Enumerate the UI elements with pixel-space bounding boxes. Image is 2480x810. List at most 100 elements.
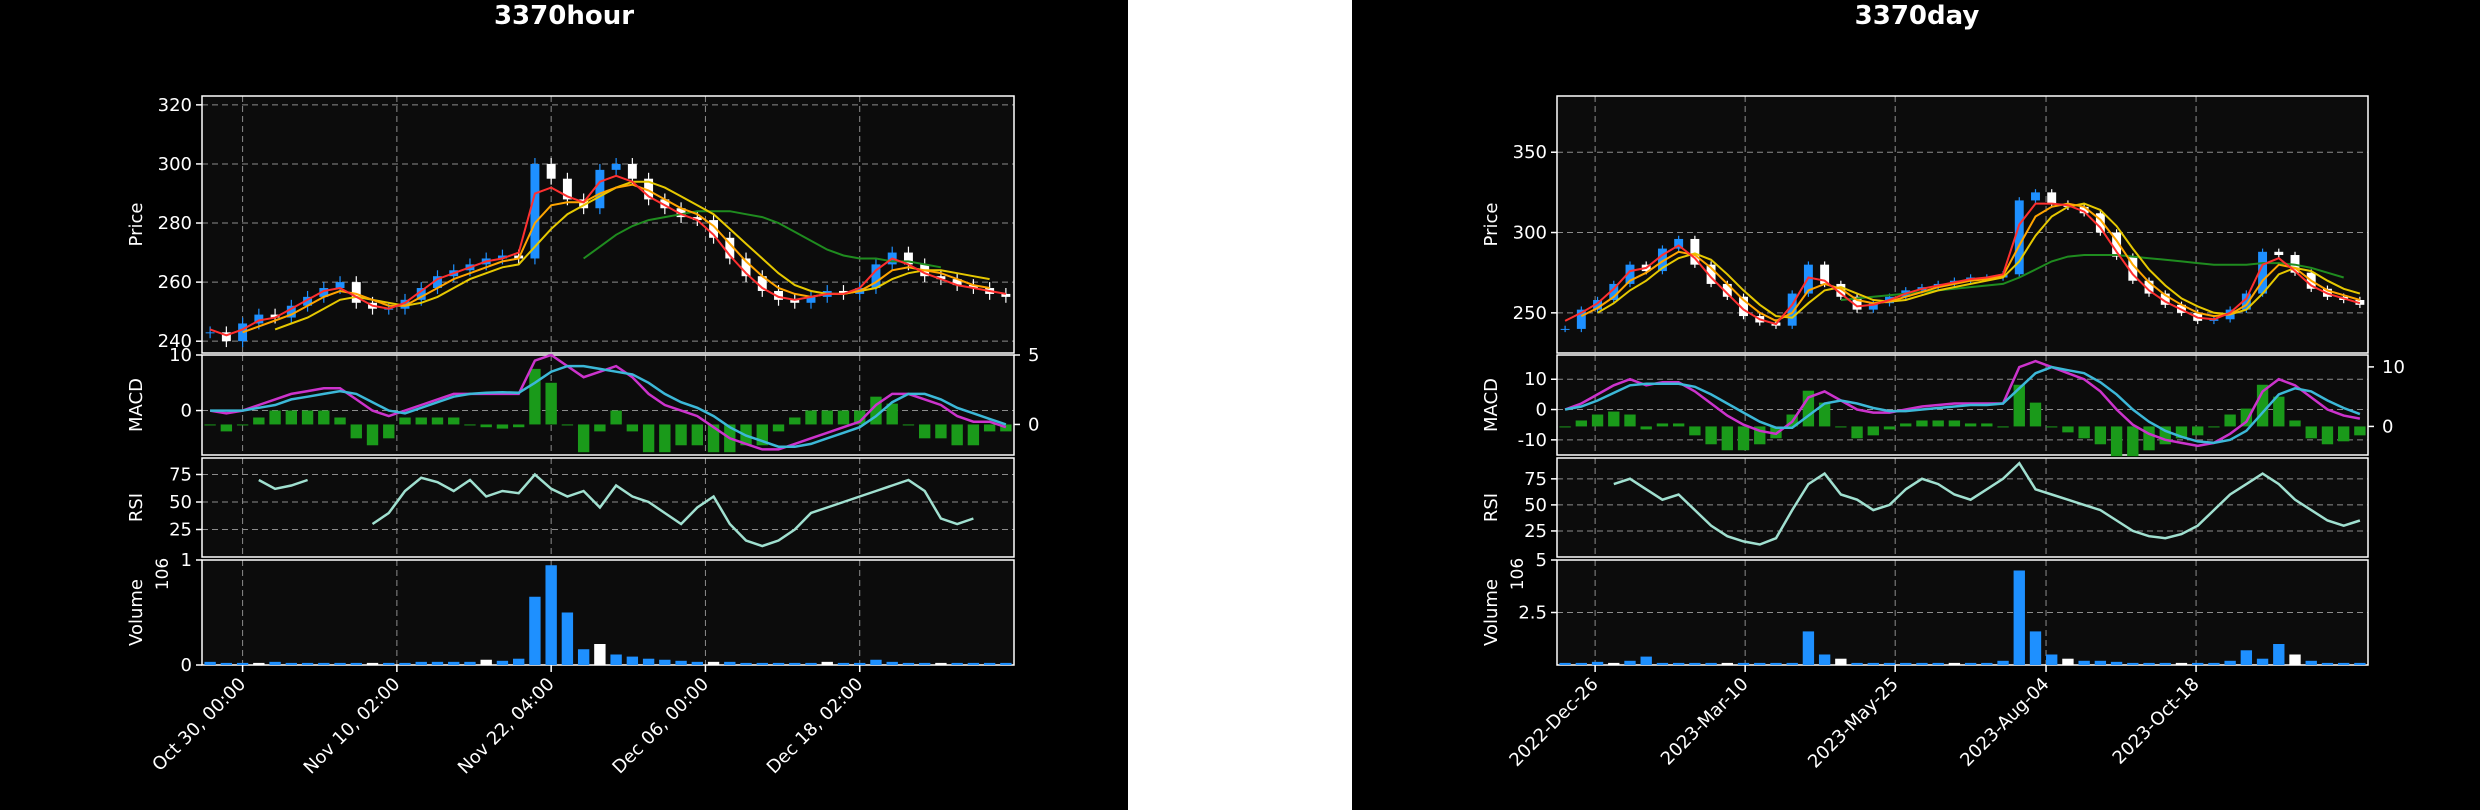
rsi-ytick-label: 75 — [1524, 469, 1547, 490]
volume-ytick-label: 1 — [181, 550, 192, 571]
volume-axis-label: Volume — [126, 579, 147, 646]
volume-bar — [2321, 662, 2334, 665]
volume-bar — [1932, 662, 1944, 665]
x-tick-label: Dec 06, 00:00 — [608, 674, 712, 778]
volume-bar — [935, 662, 947, 665]
candle-body — [351, 282, 361, 303]
x-tick-label: 2023-May-25 — [1804, 674, 1903, 773]
macd-histogram-bar — [756, 424, 768, 446]
macd-histogram-bar — [1835, 426, 1847, 428]
candle-body — [221, 332, 231, 342]
macd-histogram-bar — [918, 424, 931, 439]
candle-body — [546, 163, 556, 179]
macd-ytick-label: 0 — [181, 401, 192, 422]
candle-body — [741, 258, 751, 277]
macd-histogram-bar — [675, 424, 687, 446]
candle-body — [968, 285, 978, 289]
volume-bar — [1900, 662, 1912, 665]
x-tick-label: 2022-Dec-26 — [1505, 674, 1602, 771]
macd-histogram-bar — [577, 424, 590, 453]
candle-body — [530, 163, 540, 259]
volume-bar — [1000, 662, 1012, 665]
volume-bar — [1624, 660, 1636, 665]
macd-histogram-bar — [2321, 426, 2334, 445]
macd-histogram-bar — [1900, 423, 1912, 427]
volume-bar — [1656, 662, 1669, 665]
volume-bar — [2143, 662, 2155, 665]
candle-body — [1690, 238, 1700, 265]
macd-line — [209, 353, 1007, 451]
volume-bar — [334, 662, 346, 665]
candle-body — [433, 276, 442, 289]
candle-body — [1657, 248, 1667, 272]
macd-histogram-bar — [1802, 390, 1815, 427]
candle-body — [335, 282, 345, 289]
volume-bar — [870, 659, 882, 665]
candle-body — [270, 314, 280, 318]
volume-bar — [951, 662, 963, 665]
candle-body — [1868, 303, 1878, 310]
rsi-axis-label: RSI — [1481, 493, 1502, 522]
macd-histogram-bar — [2029, 402, 2042, 427]
volume-bar — [1754, 662, 1766, 665]
macd-histogram-bar — [253, 417, 265, 425]
volume-bar — [2013, 570, 2025, 665]
candle-body — [1739, 296, 1748, 317]
volume-bar — [301, 662, 314, 665]
candle-body — [1722, 283, 1732, 297]
candle-body — [1706, 264, 1716, 284]
macd-right-tick-label: 0 — [1028, 414, 1039, 435]
candle-body — [2144, 280, 2154, 294]
rsi-frame — [1556, 457, 2369, 558]
candle-body — [1787, 293, 1797, 326]
macd-histogram-bar — [2159, 426, 2171, 445]
volume-bar — [545, 565, 557, 665]
candle-body — [1625, 264, 1635, 284]
volume-bar — [772, 662, 785, 665]
candle-body — [2128, 256, 2138, 281]
volume-bar — [1689, 662, 1701, 665]
volume-bar — [448, 661, 460, 665]
macd-histogram-bar — [2046, 426, 2058, 428]
volume-bar — [1981, 662, 1993, 665]
macd-histogram-bar — [350, 424, 362, 439]
macd-histogram-bar — [301, 410, 314, 425]
macd-histogram-bar — [772, 424, 785, 432]
macd-histogram-bar — [789, 417, 801, 425]
macd-histogram-bar — [902, 424, 915, 426]
volume-bar — [1591, 661, 1604, 665]
rsi-ytick-label: 25 — [169, 520, 192, 541]
macd-histogram-bar — [1705, 426, 1717, 445]
macd-histogram-bar — [318, 410, 330, 425]
macd-histogram-bar — [2175, 426, 2188, 439]
volume-bar — [1608, 662, 1620, 665]
volume-axis-label: Volume — [1481, 579, 1502, 646]
macd-histogram-bar — [1608, 411, 1620, 427]
macd-histogram-bar — [545, 382, 557, 425]
candle-body — [2079, 206, 2089, 214]
volume-bar — [642, 658, 655, 665]
volume-bar — [561, 612, 574, 665]
candle-body — [205, 332, 215, 334]
x-tick-label: 2023-Oct-18 — [2109, 674, 2204, 769]
volume-bar — [350, 662, 362, 665]
macd-histogram-bar — [561, 424, 574, 426]
rsi-ytick-label: 50 — [169, 492, 192, 513]
volume-bar — [577, 649, 590, 665]
price-ma-long2-line — [583, 210, 942, 269]
rsi-ytick-label: 75 — [169, 465, 192, 486]
daily-chart-svg: 3370day 250 300 350 Price -10 0 10 MACD 0 10 25 50 75… — [1481, 1, 2405, 773]
candle-body — [2014, 200, 2024, 275]
macd-axis-label: MACD — [126, 378, 147, 432]
x-tick-label: 2023-Mar-10 — [1657, 674, 1753, 770]
volume-bar — [1883, 662, 1896, 665]
candle-body — [579, 199, 589, 209]
macd-frame — [1556, 354, 2369, 456]
volume-bar — [2240, 650, 2253, 665]
candle-body — [611, 163, 621, 170]
volume-bar — [1640, 656, 1652, 665]
volume-bar — [675, 660, 687, 665]
candle-body — [2047, 192, 2057, 204]
macd-histogram-bar — [512, 424, 525, 428]
volume-bar — [2175, 662, 2188, 665]
